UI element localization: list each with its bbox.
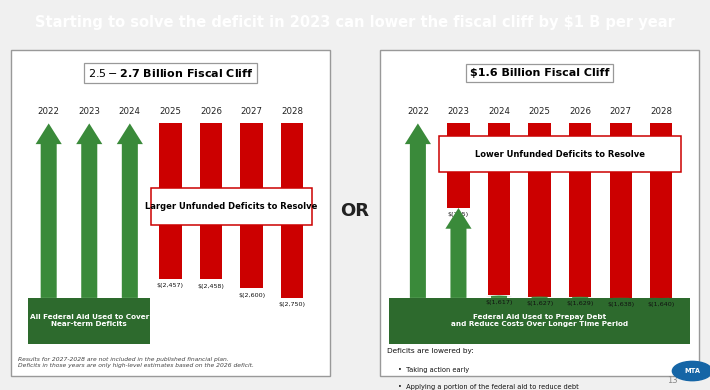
Bar	[528, 123, 551, 296]
Text: $(1,629): $(1,629)	[567, 301, 594, 306]
Text: MTA: MTA	[684, 368, 700, 374]
FancyBboxPatch shape	[439, 136, 681, 172]
Text: 2025: 2025	[529, 108, 550, 117]
Text: 2024: 2024	[119, 108, 141, 117]
Text: OR: OR	[341, 202, 369, 220]
Text: $(795): $(795)	[448, 212, 469, 217]
Bar	[241, 123, 263, 288]
Text: Starting to solve the deficit in 2023 can lower the fiscal cliff by $1 B per yea: Starting to solve the deficit in 2023 ca…	[35, 15, 675, 30]
Text: 2027: 2027	[610, 108, 632, 117]
FancyBboxPatch shape	[28, 298, 150, 344]
Text: 2023: 2023	[78, 108, 100, 117]
Text: •  Applying a portion of the federal aid to reduce debt
      service costs, and: • Applying a portion of the federal aid …	[398, 384, 579, 390]
Polygon shape	[527, 296, 552, 298]
Text: 13: 13	[667, 376, 678, 385]
Bar	[488, 123, 510, 296]
Text: 2023: 2023	[447, 108, 469, 117]
FancyBboxPatch shape	[11, 50, 330, 376]
Text: 2026: 2026	[569, 108, 591, 117]
Text: Results for 2027-2028 are not included in the published financial plan.
Deficits: Results for 2027-2028 are not included i…	[18, 357, 253, 367]
Text: 2025: 2025	[160, 108, 181, 117]
Text: $(2,458): $(2,458)	[197, 284, 224, 289]
Text: $(1,627): $(1,627)	[526, 301, 553, 306]
Bar	[569, 123, 591, 297]
Bar	[447, 123, 469, 208]
FancyBboxPatch shape	[151, 188, 312, 225]
Text: $2.5 - $2.7 Billion Fiscal Cliff: $2.5 - $2.7 Billion Fiscal Cliff	[87, 67, 253, 79]
Text: $(1,640): $(1,640)	[648, 302, 675, 307]
FancyBboxPatch shape	[389, 298, 690, 344]
Circle shape	[672, 362, 710, 381]
Text: 2026: 2026	[200, 108, 222, 117]
Bar	[650, 123, 672, 298]
Text: $(2,750): $(2,750)	[278, 302, 305, 307]
Text: 2022: 2022	[38, 108, 60, 117]
Bar	[281, 123, 303, 298]
Text: All Federal Aid Used to Cover
Near-term Deficits: All Federal Aid Used to Cover Near-term …	[30, 314, 149, 327]
Bar	[159, 123, 182, 279]
Text: Larger Unfunded Deficits to Resolve: Larger Unfunded Deficits to Resolve	[145, 202, 317, 211]
Text: Federal Aid Used to Prepay Debt
and Reduce Costs Over Longer Time Period: Federal Aid Used to Prepay Debt and Redu…	[451, 314, 628, 327]
Text: 2028: 2028	[650, 108, 672, 117]
Text: Deficits are lowered by:: Deficits are lowered by:	[387, 349, 474, 355]
Text: Lower Unfunded Deficits to Resolve: Lower Unfunded Deficits to Resolve	[475, 150, 645, 159]
Polygon shape	[445, 208, 471, 298]
Text: •  Taking action early: • Taking action early	[398, 367, 469, 374]
Text: 2027: 2027	[241, 108, 263, 117]
FancyBboxPatch shape	[380, 50, 699, 376]
Polygon shape	[116, 123, 143, 298]
Polygon shape	[405, 123, 431, 298]
Bar	[610, 123, 632, 298]
Text: $(1,617): $(1,617)	[486, 300, 513, 305]
Text: $(2,600): $(2,600)	[238, 292, 265, 298]
Polygon shape	[36, 123, 62, 298]
Polygon shape	[76, 123, 102, 298]
Text: 2024: 2024	[488, 108, 510, 117]
Polygon shape	[567, 297, 594, 298]
Text: $1.6 Billion Fiscal Cliff: $1.6 Billion Fiscal Cliff	[470, 68, 609, 78]
Text: $(2,457): $(2,457)	[157, 284, 184, 289]
Text: 2028: 2028	[281, 108, 303, 117]
Text: $(1,638): $(1,638)	[607, 302, 634, 307]
Text: 2022: 2022	[407, 108, 429, 117]
Polygon shape	[486, 296, 512, 298]
Bar	[200, 123, 222, 279]
